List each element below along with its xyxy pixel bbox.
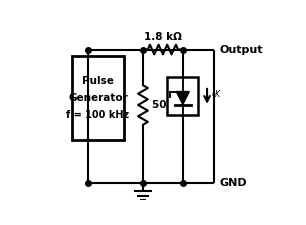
Bar [167,77,198,115]
Text: Pulse: Pulse [82,76,114,86]
Text: $I_K$: $I_K$ [211,86,222,100]
Polygon shape [176,92,189,105]
Text: Output: Output [219,45,263,54]
Text: 1.8 kΩ: 1.8 kΩ [144,32,182,42]
Text: 50 Ω: 50 Ω [152,100,179,110]
Text: f = 100 kHz: f = 100 kHz [66,110,129,120]
Text: Generator: Generator [68,93,128,103]
Text: GND: GND [219,178,247,188]
Bar [72,56,124,140]
